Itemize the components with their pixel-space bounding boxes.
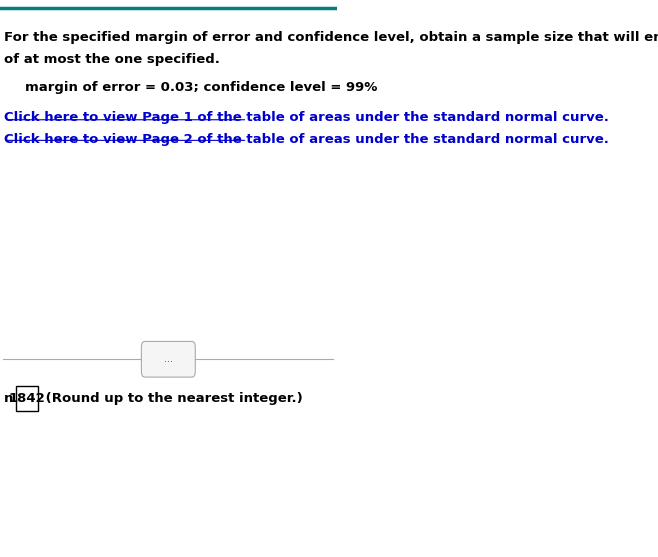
Text: 1842: 1842	[9, 392, 45, 405]
FancyBboxPatch shape	[16, 386, 38, 411]
Text: Click here to view Page 1 of the table of areas under the standard normal curve.: Click here to view Page 1 of the table o…	[4, 111, 609, 124]
Text: ...: ...	[164, 354, 173, 364]
Text: margin of error = 0.03; confidence level = 99%: margin of error = 0.03; confidence level…	[25, 81, 378, 94]
Text: (Round up to the nearest integer.): (Round up to the nearest integer.)	[41, 392, 303, 405]
Text: of at most the one specified.: of at most the one specified.	[4, 53, 220, 66]
Text: Click here to view Page 2 of the table of areas under the standard normal curve.: Click here to view Page 2 of the table o…	[4, 133, 609, 145]
Text: n =: n =	[4, 392, 34, 405]
FancyBboxPatch shape	[141, 341, 195, 377]
Text: For the specified margin of error and confidence level, obtain a sample size tha: For the specified margin of error and co…	[4, 31, 658, 43]
